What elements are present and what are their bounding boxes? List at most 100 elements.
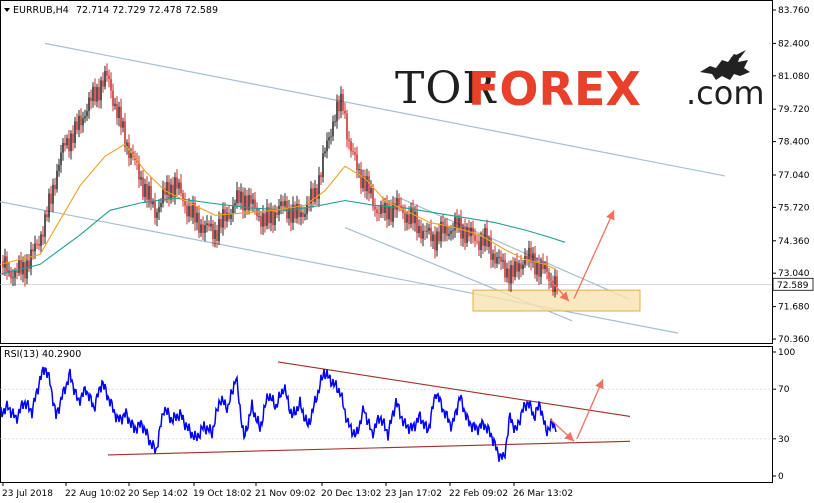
candle-body — [462, 227, 464, 239]
candle-body — [4, 256, 6, 268]
rsi-forecast-arrow-head — [595, 379, 604, 390]
forecast-arrow — [573, 210, 615, 300]
time-tick-label: 23 Jul 2018 — [2, 489, 53, 499]
rsi-panel — [0, 346, 773, 483]
candle-body — [534, 253, 536, 275]
price-tick-label: 81.080 — [778, 72, 810, 82]
candle-body — [416, 211, 418, 234]
support-zone — [472, 289, 641, 312]
candle-body — [268, 207, 270, 224]
candle-body — [200, 224, 202, 233]
candle-body — [504, 260, 506, 278]
candle-body — [194, 203, 196, 223]
candle-body — [56, 170, 58, 190]
candle-body — [186, 205, 188, 217]
candle-body — [452, 230, 454, 232]
candle-body — [216, 229, 218, 242]
candle-body — [88, 97, 90, 112]
candle-body — [304, 214, 306, 217]
channel-line — [399, 197, 629, 300]
candle-body — [538, 262, 540, 277]
candle-body — [426, 230, 428, 232]
candle-body — [28, 260, 30, 269]
candle-body — [536, 262, 538, 275]
candle-body — [384, 202, 386, 213]
candle-body — [332, 121, 334, 137]
candle-body — [198, 212, 200, 233]
candle-body — [176, 177, 178, 189]
candle-body — [54, 184, 56, 190]
candle-body — [306, 202, 308, 215]
price-tick-label: 79.720 — [778, 105, 810, 115]
candle-body — [240, 191, 242, 203]
candle-body — [138, 162, 140, 180]
candle-body — [334, 121, 336, 123]
candle-body — [154, 201, 156, 218]
candle-body — [396, 198, 398, 210]
time-tick-label: 21 Nov 09:02 — [255, 489, 316, 499]
candle-body — [446, 224, 448, 236]
candle-body — [380, 204, 382, 214]
candle-body — [552, 280, 554, 292]
candle-body — [260, 216, 262, 227]
candle-body — [82, 118, 84, 126]
candle-body — [288, 208, 290, 219]
candle-body — [316, 188, 318, 199]
rsi-plot — [0, 361, 772, 462]
candle-body — [474, 235, 476, 241]
candle-body — [330, 136, 332, 138]
candle-body — [430, 227, 432, 242]
candle-body — [442, 221, 444, 234]
candle-body — [532, 253, 534, 263]
candle-body — [394, 203, 396, 210]
candle-body — [242, 191, 244, 211]
candle-body — [114, 103, 116, 106]
candle-body — [322, 153, 324, 178]
candle-body — [262, 213, 264, 227]
candle-body — [30, 249, 32, 269]
candle-body — [232, 205, 234, 214]
candle-body — [64, 142, 66, 146]
candle-body — [314, 188, 316, 202]
candle-body — [26, 260, 28, 279]
candle-body — [98, 86, 100, 101]
candle-body — [224, 209, 226, 222]
candle-body — [498, 256, 500, 258]
dropdown-triangle-icon[interactable] — [4, 8, 10, 12]
candle-body — [90, 97, 92, 101]
rsi-label: RSI(13) 40.2900 — [4, 349, 81, 360]
candle-body — [492, 253, 494, 260]
candle-body — [346, 113, 348, 140]
forecast-arrow-head — [606, 210, 615, 221]
candle-body — [14, 270, 16, 278]
candle-body — [518, 263, 520, 272]
candle-body — [366, 176, 368, 192]
candle-body — [116, 103, 118, 119]
candle-body — [250, 195, 252, 204]
candle-body — [444, 224, 446, 234]
candle-body — [482, 236, 484, 246]
candle-body — [298, 203, 300, 217]
candle-body — [292, 204, 294, 223]
candle-body — [294, 204, 296, 219]
candle-body — [354, 152, 356, 155]
price-tick-label: 73.040 — [778, 269, 810, 279]
candle-body — [494, 253, 496, 264]
candle-body — [312, 188, 314, 202]
price-tag: 72.589 — [777, 281, 809, 291]
candle-body — [478, 241, 480, 251]
candle-body — [46, 214, 48, 218]
candle-body — [230, 213, 232, 219]
candle-body — [152, 201, 154, 205]
candle-body — [164, 188, 166, 195]
rsi-forecast-arrow-head — [564, 431, 574, 442]
rsi-tick-label: 70 — [778, 385, 790, 395]
candle-body — [496, 257, 498, 264]
candle-body — [302, 212, 304, 217]
rsi-trendline — [107, 440, 631, 456]
candle-body — [466, 227, 468, 243]
candle-body — [542, 261, 544, 270]
price-tick-label: 74.360 — [778, 237, 810, 247]
candle-body — [372, 188, 374, 207]
candle-body — [352, 151, 354, 153]
